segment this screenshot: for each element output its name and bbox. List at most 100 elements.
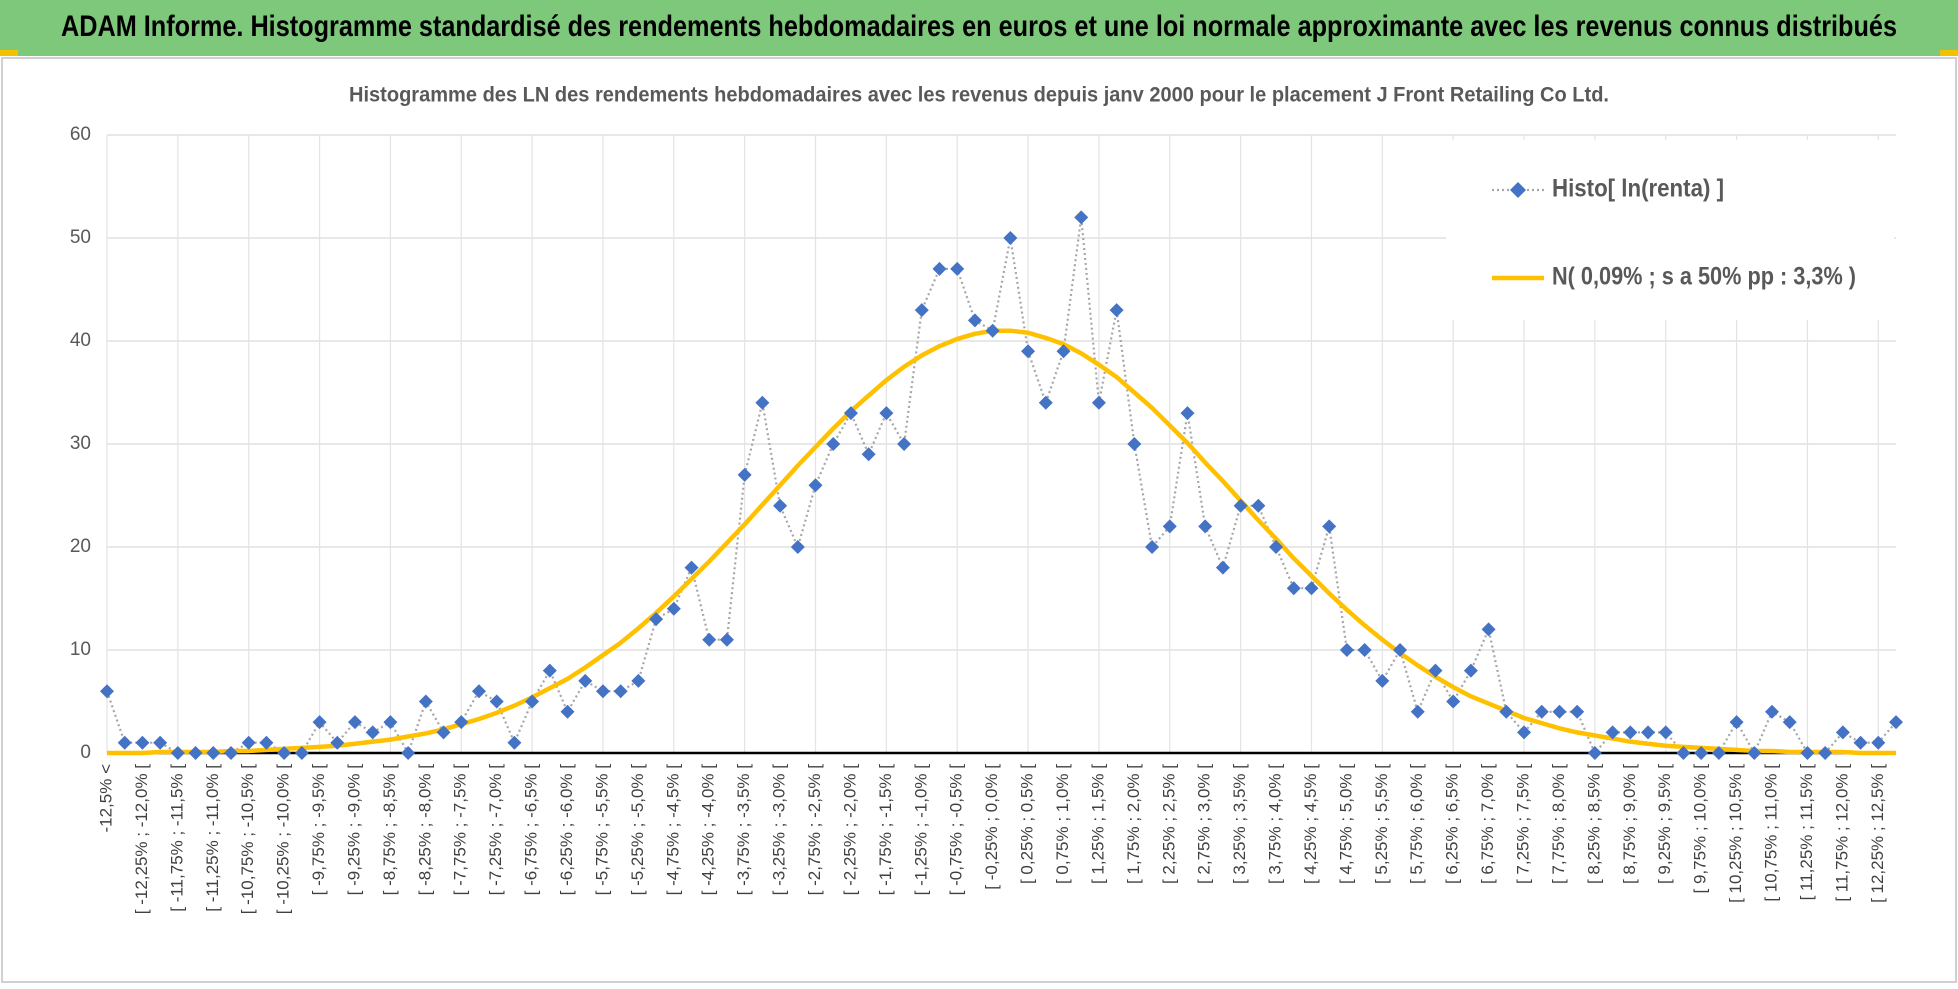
x-tick-label: [ 4,25% ; 4,5% [ — [1301, 764, 1320, 884]
x-tick-label: [ 11,25% ; 11,5% [ — [1797, 764, 1816, 901]
histogram-marker — [525, 694, 540, 709]
histogram-marker — [914, 303, 929, 318]
histogram-marker — [773, 498, 788, 513]
histogram-marker — [1747, 746, 1762, 760]
legend: Histo[ ln(renta) ] N( 0,09% ; s a 50% pp … — [1446, 140, 1894, 320]
x-tick-label: [ 0,25% ; 0,5% [ — [1018, 764, 1037, 884]
histogram-marker — [489, 694, 504, 709]
histogram-marker — [347, 715, 362, 730]
x-tick-label: [ 3,75% ; 4,0% [ — [1266, 764, 1285, 884]
histogram-marker — [897, 437, 912, 451]
histogram-marker — [365, 725, 380, 740]
histogram-marker — [1694, 746, 1709, 760]
histogram-marker — [471, 684, 486, 699]
histogram-marker — [1109, 303, 1124, 318]
histogram-marker — [1198, 519, 1213, 534]
y-tick-label: 10 — [70, 639, 91, 660]
x-tick-label: [ -4,25% ; -4,0% [ — [699, 764, 718, 896]
histogram-marker — [1215, 560, 1230, 575]
x-tick-label: [ -5,25% ; -5,0% [ — [628, 764, 647, 896]
normal-curve — [107, 328, 1896, 756]
histogram-marker — [1729, 715, 1744, 730]
histogram-marker — [613, 684, 628, 699]
histogram-marker — [1074, 210, 1089, 225]
x-tick-label: [ 11,75% ; 12,0% [ — [1832, 764, 1851, 902]
histogram-marker — [578, 673, 593, 688]
chart-title: Histogramme des LN des rendements hebdom… — [349, 84, 1609, 107]
x-tick-label: [ 6,75% ; 7,0% [ — [1478, 764, 1497, 884]
histogram-marker — [277, 746, 292, 760]
x-tick-label: [ 8,25% ; 8,5% [ — [1584, 764, 1603, 884]
corner — [0, 50, 18, 56]
histogram-marker — [861, 447, 876, 462]
histogram-marker — [436, 725, 451, 740]
histogram-marker — [1570, 704, 1585, 719]
histogram-marker — [206, 746, 221, 760]
title-bar — [0, 0, 1958, 56]
x-tick-label: [ -3,75% ; -3,5% [ — [734, 764, 753, 896]
x-tick-label: [ -1,75% ; -1,5% [ — [876, 764, 895, 896]
histogram-marker — [1676, 746, 1691, 760]
x-tick-label: [ -4,75% ; -4,5% [ — [663, 764, 682, 896]
x-tick-label: [ 6,25% ; 6,5% [ — [1443, 764, 1462, 884]
histogram-marker — [507, 735, 522, 750]
histogram-marker — [737, 467, 752, 482]
y-tick-label: 40 — [70, 330, 91, 351]
histogram-marker — [1889, 715, 1903, 730]
histogram-marker — [170, 746, 185, 760]
histogram-marker — [1056, 344, 1071, 359]
page-title: ADAM Informe. Histogramme standardisé de… — [61, 10, 1897, 43]
histogram-marker — [1162, 519, 1177, 534]
x-tick-label: [ -1,25% ; -1,0% [ — [911, 764, 930, 896]
histogram-marker — [808, 478, 823, 493]
x-tick-label: [ -8,25% ; -8,0% [ — [415, 764, 434, 896]
histogram-marker — [1251, 498, 1266, 513]
x-tick-label: [ 2,25% ; 2,5% [ — [1159, 764, 1178, 884]
histogram-marker — [595, 684, 610, 699]
histogram-marker — [1499, 704, 1514, 719]
histogram-marker — [719, 632, 734, 647]
histogram-marker — [1410, 704, 1425, 719]
histogram-marker — [950, 261, 965, 276]
histogram-marker — [1605, 725, 1620, 740]
x-tick-label: [ 3,25% ; 3,5% [ — [1230, 764, 1249, 884]
histogram-marker — [755, 395, 770, 410]
x-tick-label: [ 8,75% ; 9,0% [ — [1620, 764, 1639, 884]
x-tick-label: [ 2,75% ; 3,0% [ — [1195, 764, 1214, 884]
histogram-marker — [100, 684, 114, 699]
y-tick-label: 60 — [70, 124, 91, 145]
x-tick-label: [ 4,75% ; 5,0% [ — [1336, 764, 1355, 884]
histogram-marker — [1269, 540, 1284, 554]
x-tick-label: [ -9,25% ; -9,0% [ — [344, 764, 363, 896]
histogram-marker — [684, 560, 699, 575]
frame — [1, 57, 1957, 983]
histogram-marker — [1393, 643, 1408, 657]
x-tick-label: [ -9,75% ; -9,5% [ — [309, 764, 328, 896]
x-tick-label: [ -2,25% ; -2,0% [ — [840, 764, 859, 896]
histogram-marker — [649, 612, 664, 627]
legend-label: N( 0,09% ; s a 50% pp : 3,3% ) — [1552, 263, 1856, 291]
histogram-marker — [879, 406, 894, 421]
x-tick-label: [ 12,25% ; 12,5% [ — [1868, 764, 1887, 903]
legend-box — [1446, 140, 1894, 320]
histogram-marker — [1038, 395, 1053, 410]
histogram-marker — [294, 746, 309, 760]
histogram-marker — [843, 406, 858, 421]
x-tick-label: [ -2,75% ; -2,5% [ — [805, 764, 824, 896]
histogram-marker — [401, 746, 416, 760]
histogram-marker — [1800, 746, 1815, 760]
x-tick-label: [ -0,75% ; -0,5% [ — [947, 764, 966, 896]
histogram-marker — [1481, 622, 1496, 637]
histogram-marker — [967, 313, 982, 328]
histogram-marker — [631, 673, 646, 688]
histogram-marker — [1339, 643, 1354, 657]
x-tick-label: [ 1,25% ; 1,5% [ — [1088, 764, 1107, 884]
histogram-marker — [932, 261, 947, 276]
histogram-marker — [1517, 725, 1532, 740]
histogram-marker — [1871, 735, 1886, 750]
histogram-marker — [1003, 231, 1018, 245]
histogram-marker — [666, 601, 681, 616]
x-tick-label: [ -5,75% ; -5,5% [ — [592, 764, 611, 896]
histogram-marker — [1835, 725, 1850, 740]
